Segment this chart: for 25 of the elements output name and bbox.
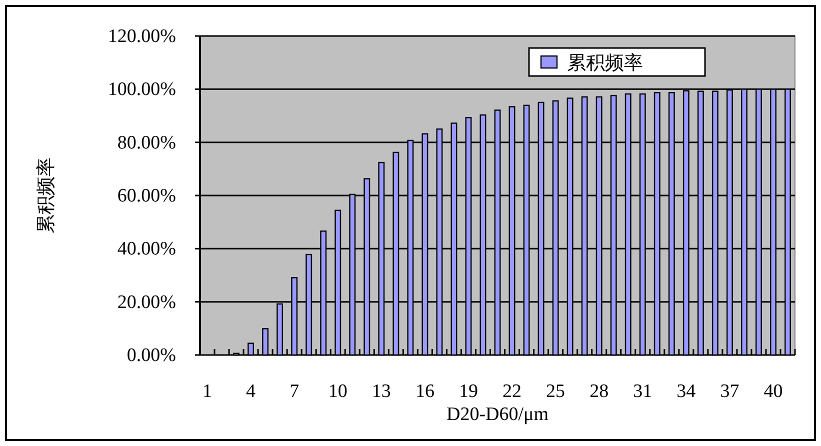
y-tick-label: 120.00%: [108, 26, 176, 47]
x-axis-title: D20-D60/μm: [446, 404, 549, 425]
y-tick-label: 60.00%: [117, 186, 176, 206]
x-tick-label: 37: [720, 381, 740, 402]
y-axis-title: 累积频率: [35, 158, 57, 234]
x-tick-label: 16: [415, 381, 434, 402]
x-tick-label: 31: [633, 381, 652, 402]
y-tick-label: 80.00%: [117, 132, 176, 154]
legend-label: 累积频率: [567, 52, 643, 74]
x-tick-label: 19: [458, 381, 478, 402]
x-tick-label: 40: [764, 381, 783, 402]
x-tick-label: 25: [546, 381, 566, 402]
y-tick-label: 20.00%: [117, 292, 176, 313]
y-tick-label: 40.00%: [117, 238, 176, 260]
legend: 累积频率: [528, 47, 706, 77]
x-tick-label: 28: [590, 381, 609, 402]
y-tick-label: 0.00%: [126, 345, 176, 366]
x-tick-label: 22: [502, 381, 522, 402]
x-tick-label: 10: [328, 381, 348, 402]
x-tick-label: 4: [246, 381, 256, 402]
x-tick-label: 13: [372, 381, 391, 402]
x-tick-label: 1: [202, 381, 212, 402]
y-tick-label: 100.00%: [108, 79, 176, 100]
x-tick-label: 7: [290, 381, 300, 402]
x-tick-label: 34: [676, 381, 696, 402]
